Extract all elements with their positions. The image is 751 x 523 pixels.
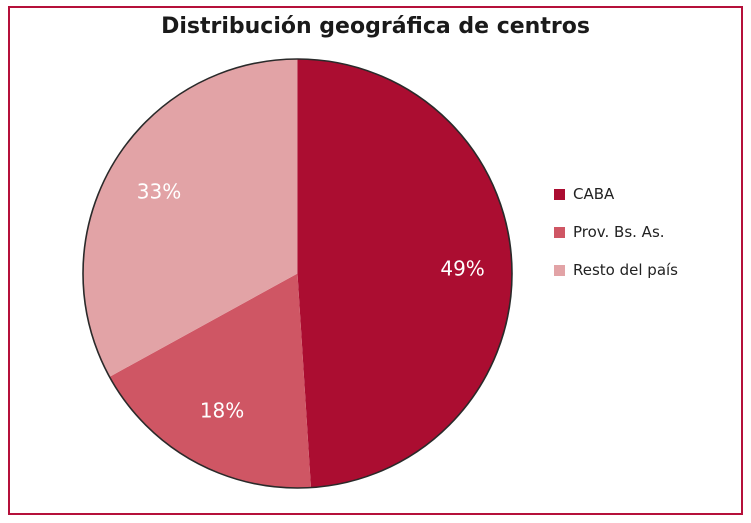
chart-title: Distribución geográfica de centros [161,14,590,39]
legend-label-caba: CABA [573,185,615,203]
legend-label-prov-bs-as: Prov. Bs. As. [573,223,665,241]
pie-slice-caba [297,59,512,488]
legend-swatch-prov-bs-as [554,226,565,238]
legend-swatch-resto-del-pais [554,264,565,276]
pie-label-caba: 49% [440,256,484,280]
legend-item-resto-del-pais: Resto del país [554,260,678,280]
pie-slices [82,59,512,488]
pie-slice-resto-del-pa-s [82,59,298,377]
chart-frame [8,6,743,515]
pie-outline [82,58,513,489]
pie-slice-prov-bs-as [109,273,311,488]
pie-label-resto-del-pa-s: 33% [137,180,181,204]
legend-label-resto-del-pais: Resto del país [573,261,678,279]
legend-item-caba: CABA [554,184,678,204]
legend-swatch-caba [554,188,565,200]
pie-labels: 49% 18% 33% [137,180,485,423]
legend-item-prov-bs-as: Prov. Bs. As. [554,222,678,242]
legend: CABA Prov. Bs. As. Resto del país [554,184,678,298]
pie-label-prov-bs-as: 18% [200,399,244,423]
